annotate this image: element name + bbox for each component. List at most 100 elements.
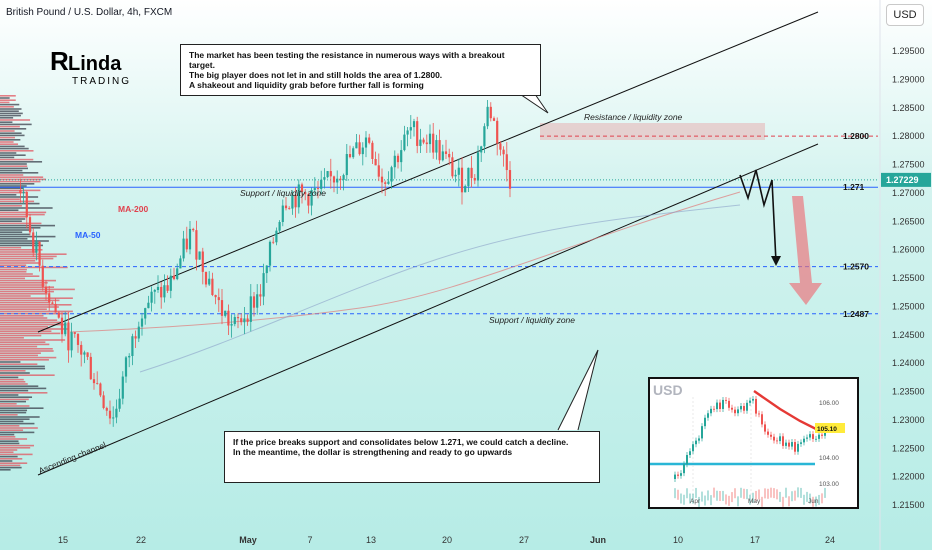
usd-inset-candle — [698, 435, 700, 507]
usd-inset-body — [737, 409, 739, 414]
candle — [275, 227, 278, 246]
profile-bar — [0, 455, 18, 458]
candle-body — [147, 302, 150, 309]
profile-bar — [0, 317, 48, 319]
price-tick-label: 1.27000 — [892, 188, 925, 198]
profile-bar — [0, 229, 32, 231]
candle-body — [380, 176, 384, 183]
usd-inset-body — [764, 424, 766, 432]
usd-inset-candle — [722, 396, 724, 501]
candle-body — [22, 191, 25, 194]
candle — [124, 356, 128, 383]
profile-bar — [0, 240, 49, 242]
profile-bar — [0, 152, 17, 154]
usd-inset-body — [695, 440, 697, 445]
candle-body — [384, 182, 387, 184]
profile-bar — [0, 304, 72, 306]
usd-inset-body — [692, 444, 694, 452]
candle-body — [313, 188, 316, 191]
usd-inset-body — [722, 399, 724, 409]
candle-body — [198, 251, 201, 260]
candle — [416, 116, 419, 154]
usd-inset-candle — [746, 399, 748, 500]
candle — [441, 144, 444, 162]
candle — [483, 123, 486, 154]
usd-inset-body — [818, 434, 820, 439]
profile-bar — [0, 295, 31, 297]
profile-bar — [0, 114, 21, 117]
candle-body — [371, 142, 374, 159]
profile-bar — [0, 238, 28, 240]
usd-inset-volume — [731, 492, 733, 503]
usd-inset-volume — [704, 495, 706, 506]
currency-button[interactable]: USD — [886, 4, 924, 26]
usd-inset-body — [677, 474, 679, 476]
candle — [220, 289, 224, 325]
profile-bar — [0, 464, 21, 467]
candle — [80, 341, 83, 367]
profile-bar — [0, 381, 26, 383]
candle — [387, 171, 390, 185]
usd-inset-body — [791, 442, 793, 447]
usd-inset-svg: USD 106.00 105.10 104.00 103.00 Apr May … — [650, 382, 845, 507]
candle — [316, 180, 320, 199]
candle-body — [502, 149, 505, 155]
candle-body — [211, 278, 214, 296]
candles — [19, 100, 512, 427]
note-bottom: If the price breaks support and consolid… — [224, 431, 600, 483]
profile-bar — [0, 299, 60, 302]
usd-inset-volume — [818, 494, 820, 505]
candle — [105, 406, 108, 416]
usd-inset-body — [689, 451, 691, 456]
candle-body — [508, 170, 512, 189]
candle-body — [435, 140, 438, 153]
usd-inset-volume — [773, 488, 775, 499]
usd-inset-candle — [683, 461, 685, 505]
candle-body — [19, 190, 22, 194]
candle — [137, 321, 140, 343]
down-arrow — [789, 196, 822, 305]
candle-body — [342, 175, 345, 180]
profile-bar — [0, 350, 54, 352]
profile-bar — [0, 451, 14, 453]
candle-body — [464, 186, 467, 193]
projection-arrowhead — [771, 256, 781, 266]
usd-inset-candle — [737, 406, 739, 507]
candle — [153, 288, 156, 304]
usd-inset-volume — [698, 496, 700, 507]
usd-inset-body — [680, 473, 682, 476]
profile-bar — [0, 172, 39, 174]
candle-body — [220, 300, 224, 316]
profile-bar — [0, 163, 27, 165]
ascending-channel-label: Ascending channel — [37, 440, 107, 476]
profile-bar — [0, 414, 18, 416]
profile-bar — [0, 211, 47, 214]
usd-inset-body — [779, 436, 781, 442]
profile-bar — [0, 469, 11, 471]
note-top: The market has been testing the resistan… — [180, 44, 541, 96]
usd-inset-candle — [680, 470, 682, 504]
candle-body — [320, 179, 323, 189]
candle — [291, 190, 294, 215]
candle-body — [438, 140, 441, 161]
candle-body — [144, 308, 147, 319]
candle-body — [409, 127, 412, 131]
profile-bar — [0, 108, 22, 110]
candle-body — [259, 294, 262, 297]
candle-body — [400, 150, 403, 163]
usd-inset-candle — [704, 414, 706, 506]
candle — [320, 170, 323, 194]
candle-body — [163, 285, 166, 298]
candle — [182, 230, 185, 262]
usd-inset-body — [776, 440, 778, 442]
time-tick-label: 13 — [366, 535, 376, 545]
profile-bar — [0, 394, 19, 396]
candle-body — [25, 191, 28, 218]
usd-inset-body — [713, 408, 715, 410]
candle-body — [249, 296, 252, 322]
profile-bar — [0, 348, 53, 350]
candle — [204, 271, 208, 288]
ma-200-line — [69, 191, 741, 333]
usd-inset-candle — [800, 439, 802, 498]
profile-bar — [0, 286, 55, 288]
